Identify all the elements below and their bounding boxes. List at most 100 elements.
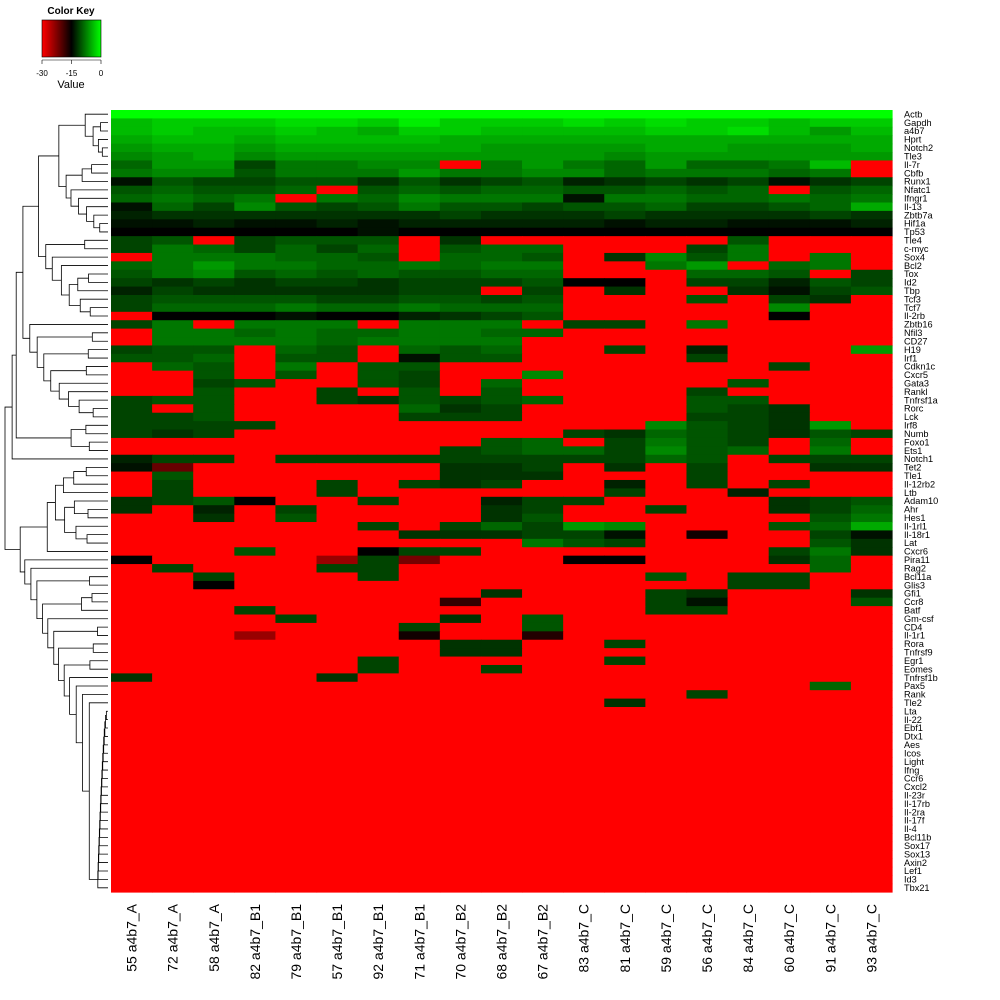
heatmap-cell [316, 353, 359, 363]
heatmap-cell [275, 110, 318, 120]
heatmap-cell [850, 152, 893, 162]
heatmap-cell [686, 412, 729, 422]
heatmap-cell [645, 631, 688, 641]
heatmap-cell [686, 236, 729, 246]
row-label: Icos [904, 748, 921, 758]
heatmap-cell [686, 219, 729, 229]
heatmap-cell [234, 488, 277, 498]
heatmap-cell [563, 227, 605, 237]
heatmap-cell [768, 219, 811, 229]
heatmap-cell [193, 723, 235, 733]
heatmap-cell [645, 429, 688, 439]
heatmap-cell [604, 597, 646, 607]
heatmap-cell [809, 143, 852, 153]
heatmap-cell [316, 143, 359, 153]
heatmap-cell [480, 547, 523, 557]
heatmap-cell [563, 883, 605, 893]
heatmap-cell [604, 488, 646, 498]
heatmap-cell [316, 664, 359, 674]
heatmap-cell [727, 471, 770, 481]
heatmap-cell [645, 294, 688, 304]
heatmap-cell [193, 664, 235, 674]
heatmap-cell [152, 320, 194, 330]
heatmap-cell [234, 564, 277, 574]
heatmap-cell [809, 412, 852, 422]
heatmap-cell [727, 118, 770, 128]
dendrogram-branch [92, 126, 101, 147]
heatmap-cell [152, 538, 194, 548]
heatmap-cell [522, 589, 564, 599]
heatmap-cell [234, 395, 277, 405]
heatmap-cell [439, 126, 482, 136]
heatmap-cell [398, 446, 441, 456]
row-label: Lck [904, 412, 919, 422]
heatmap-cell [152, 547, 194, 557]
heatmap-cell [234, 572, 277, 582]
heatmap-cell [563, 387, 605, 397]
heatmap-cell [480, 816, 523, 826]
heatmap-cell [727, 404, 770, 414]
heatmap-cell [645, 883, 688, 893]
heatmap-cell [727, 572, 770, 582]
heatmap-cell [275, 421, 318, 431]
heatmap-cell [111, 395, 153, 405]
heatmap-cell [850, 538, 893, 548]
heatmap-cell [850, 774, 893, 784]
heatmap-cell [111, 294, 153, 304]
heatmap-cell [809, 698, 852, 708]
heatmap-cell [111, 614, 153, 624]
heatmap-cell [234, 505, 277, 515]
heatmap-cell [768, 799, 811, 809]
heatmap-cell [480, 606, 523, 616]
heatmap-cell [563, 614, 605, 624]
heatmap-cell [316, 135, 359, 145]
heatmap-cell [398, 883, 441, 893]
heatmap-cell [152, 589, 194, 599]
heatmap-cell [398, 463, 441, 473]
heatmap-cell [809, 421, 852, 431]
row-label: Notch1 [904, 454, 933, 464]
heatmap-cell [604, 379, 646, 389]
heatmap-cell [522, 202, 564, 212]
heatmap-cell [686, 261, 729, 271]
row-label: Rag2 [904, 563, 926, 573]
heatmap-cell [316, 429, 359, 439]
heatmap-cell [275, 269, 318, 279]
heatmap-cell [275, 177, 318, 187]
heatmap-cell [563, 463, 605, 473]
heatmap-cell [480, 555, 523, 565]
heatmap-cell [152, 639, 194, 649]
heatmap-cell [193, 202, 235, 212]
heatmap-cell [686, 774, 729, 784]
heatmap-cell [152, 463, 194, 473]
heatmap-cell [316, 387, 359, 397]
heatmap-cell [480, 690, 523, 700]
heatmap-cell [111, 883, 153, 893]
heatmap-cell [439, 505, 482, 515]
heatmap-cell [768, 185, 811, 195]
heatmap-cell [480, 807, 523, 817]
heatmap-cell [357, 791, 400, 801]
heatmap-cell [357, 505, 400, 515]
heatmap-cell [850, 463, 893, 473]
heatmap-cell [152, 606, 194, 616]
heatmap-cell [193, 732, 235, 742]
heatmap-cell [111, 135, 153, 145]
heatmap-cell [522, 479, 564, 489]
heatmap-cell [480, 454, 523, 464]
heatmap-cell [357, 740, 400, 750]
heatmap-cell [439, 488, 482, 498]
heatmap-cell [604, 858, 646, 868]
heatmap-cell [152, 404, 194, 414]
heatmap-cell [398, 202, 441, 212]
heatmap-cell [686, 311, 729, 321]
heatmap-cell [727, 757, 770, 767]
heatmap-cell [480, 757, 523, 767]
heatmap-cell [768, 597, 811, 607]
heatmap-cell [480, 673, 523, 683]
heatmap-cell [768, 816, 811, 826]
heatmap-cell [111, 421, 153, 431]
heatmap-cell [686, 143, 729, 153]
heatmap-cell [316, 555, 359, 565]
heatmap-cell [686, 244, 729, 254]
